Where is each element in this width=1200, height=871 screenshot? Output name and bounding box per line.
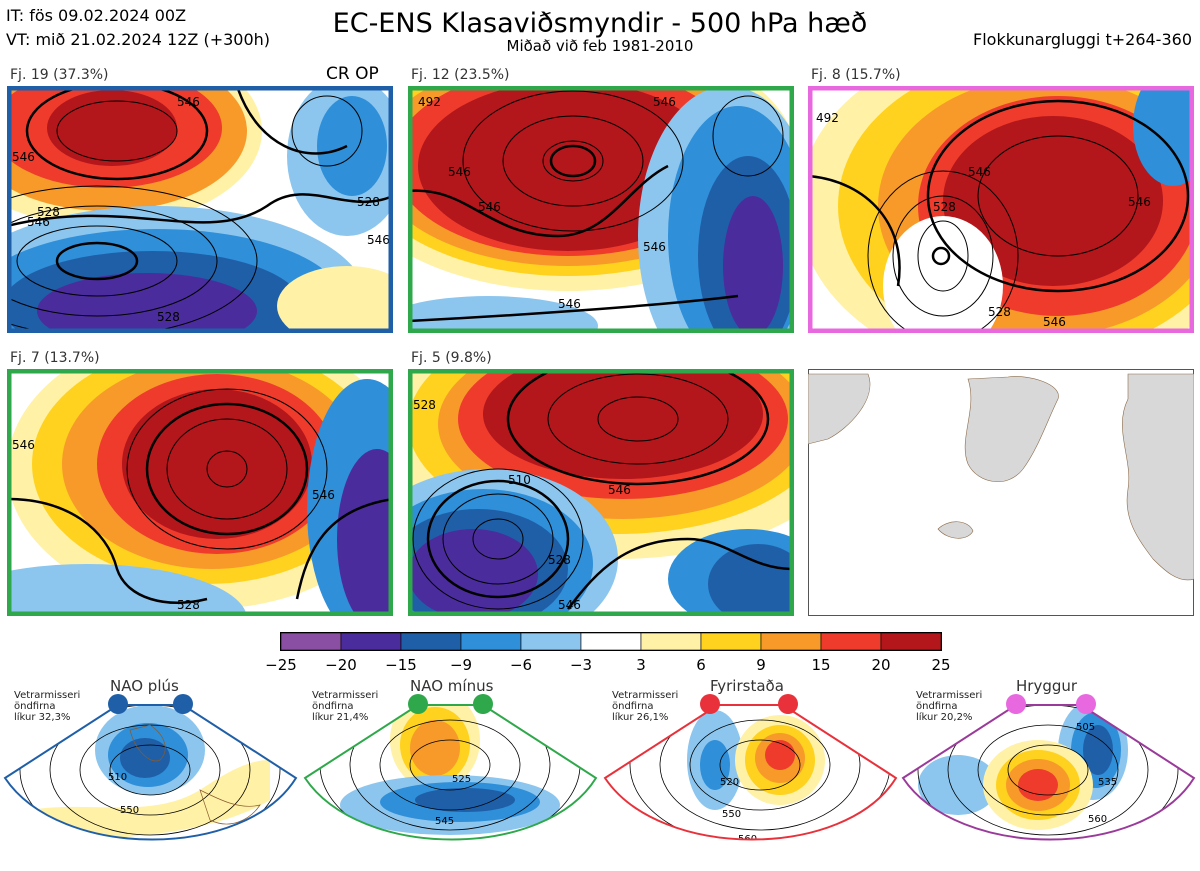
colorbar xyxy=(280,632,942,651)
svg-text:535: 535 xyxy=(1098,777,1117,788)
cluster-map-5: 528 510 546 528 546 xyxy=(408,369,794,616)
regime-map-blocking: 520 550 560 xyxy=(603,694,898,845)
base-map xyxy=(808,369,1194,616)
contour-label: 546 xyxy=(12,438,35,452)
contour-label: 546 xyxy=(478,200,501,214)
svg-text:565: 565 xyxy=(445,850,464,861)
contour-label: 528 xyxy=(988,305,1011,319)
panel-1-label: Fj. 19 (37.3%) xyxy=(10,67,109,83)
colorbar-tick-label: −3 xyxy=(569,656,593,674)
contour-label: 528 xyxy=(37,205,60,219)
colorbar-segment xyxy=(760,632,822,651)
contour-label: 510 xyxy=(508,473,531,487)
colorbar-tick-label: 20 xyxy=(871,656,891,674)
contour-label: 528 xyxy=(157,310,180,324)
svg-text:550: 550 xyxy=(120,805,139,816)
contour-label: 546 xyxy=(558,598,581,612)
contour-label: 546 xyxy=(1043,315,1066,329)
contour-label: 546 xyxy=(608,483,631,497)
panel-2-label: Fj. 12 (23.5%) xyxy=(411,67,510,83)
colorbar-tick-label: −6 xyxy=(509,656,533,674)
colorbar-tick-label: 15 xyxy=(811,656,831,674)
colorbar-segment xyxy=(700,632,762,651)
svg-text:545: 545 xyxy=(435,816,454,827)
colorbar-tick-label: 25 xyxy=(931,656,951,674)
contour-label: 546 xyxy=(177,95,200,109)
colorbar-segment xyxy=(400,632,462,651)
contour-label: 546 xyxy=(27,215,50,229)
contour-label: 528 xyxy=(548,553,571,567)
colorbar-tick-label: −20 xyxy=(325,656,357,674)
cluster-map-2: 492 546 546 546 546 546 xyxy=(408,86,794,333)
svg-text:560: 560 xyxy=(738,834,757,845)
panel-1-crop-op: CR OP xyxy=(326,64,379,84)
regime-2-note: Vetrarmisseri öndfirna líkur 21,4% xyxy=(312,690,379,723)
regime-map-ridge: 505 535 560 xyxy=(901,694,1196,841)
regime-4-note: Vetrarmisseri öndfirna líkur 20,2% xyxy=(916,690,983,723)
svg-text:560: 560 xyxy=(1088,814,1107,825)
regime-map-nao-minus: 525 545 565 xyxy=(303,694,598,861)
contour-label: 528 xyxy=(413,398,436,412)
initial-time: IT: fös 09.02.2024 00Z xyxy=(6,6,187,25)
colorbar-segment xyxy=(460,632,522,651)
colorbar-segment xyxy=(340,632,402,651)
cluster-map-4: 546 546 528 xyxy=(7,369,393,616)
panel-4-label: Fj. 7 (13.7%) xyxy=(10,350,100,366)
contour-label: 546 xyxy=(643,240,666,254)
svg-text:520: 520 xyxy=(720,777,739,788)
contour-label: 492 xyxy=(816,111,839,125)
colorbar-tick-label: −15 xyxy=(385,656,417,674)
contour-label: 528 xyxy=(933,200,956,214)
page-subtitle: Miðað við feb 1981-2010 xyxy=(506,37,694,55)
svg-text:550: 550 xyxy=(722,809,741,820)
colorbar-segment xyxy=(820,632,882,651)
contour-label: 528 xyxy=(177,598,200,612)
regime-3-title: Fyrirstaða xyxy=(710,677,784,695)
contour-label: 546 xyxy=(448,165,471,179)
colorbar-tick-label: −25 xyxy=(265,656,297,674)
contour-label: 528 xyxy=(357,195,380,209)
contour-label: 546 xyxy=(558,297,581,311)
regime-map-nao-plus: 510 550 xyxy=(3,694,298,841)
colorbar-segment xyxy=(580,632,642,651)
colorbar-segment xyxy=(880,632,942,651)
panel-5-label: Fj. 5 (9.8%) xyxy=(411,350,492,366)
regime-3-note: Vetrarmisseri öndfirna líkur 26,1% xyxy=(612,690,679,723)
contour-label: 546 xyxy=(1128,195,1151,209)
header-info: IT: fös 09.02.2024 00Z VT: mið 21.02.202… xyxy=(6,4,270,52)
colorbar-tick-label: 3 xyxy=(636,656,646,674)
valid-time: VT: mið 21.02.2024 12Z (+300h) xyxy=(6,30,271,49)
page-title: EC-ENS Klasaviðsmyndir - 500 hPa hæð xyxy=(332,8,868,39)
contour-label: 546 xyxy=(312,488,335,502)
cluster-map-1: 546 528 546 528 546 528 546 xyxy=(7,86,393,333)
classification-window: Flokkunargluggi t+264-360 xyxy=(973,30,1192,49)
svg-text:525: 525 xyxy=(452,774,471,785)
colorbar-tick-label: −9 xyxy=(449,656,473,674)
regime-1-title: NAO plús xyxy=(110,677,179,695)
panel-3-label: Fj. 8 (15.7%) xyxy=(811,67,901,83)
contour-label: 546 xyxy=(12,150,35,164)
regime-2-title: NAO mínus xyxy=(410,677,494,695)
regime-1-note: Vetrarmisseri öndfirna líkur 32,3% xyxy=(14,690,81,723)
colorbar-segment xyxy=(520,632,582,651)
svg-text:505: 505 xyxy=(1076,722,1095,733)
colorbar-tick-label: 9 xyxy=(756,656,766,674)
colorbar-segment xyxy=(640,632,702,651)
colorbar-tick-label: 6 xyxy=(696,656,706,674)
colorbar-segment xyxy=(280,632,342,651)
contour-label: 546 xyxy=(367,233,390,247)
cluster-map-3: 492 546 528 546 528 546 xyxy=(808,86,1194,333)
contour-label: 546 xyxy=(968,165,991,179)
contour-label: 546 xyxy=(653,95,676,109)
regime-4-title: Hryggur xyxy=(1016,677,1078,695)
contour-label: 492 xyxy=(418,95,441,109)
svg-text:510: 510 xyxy=(108,772,127,783)
